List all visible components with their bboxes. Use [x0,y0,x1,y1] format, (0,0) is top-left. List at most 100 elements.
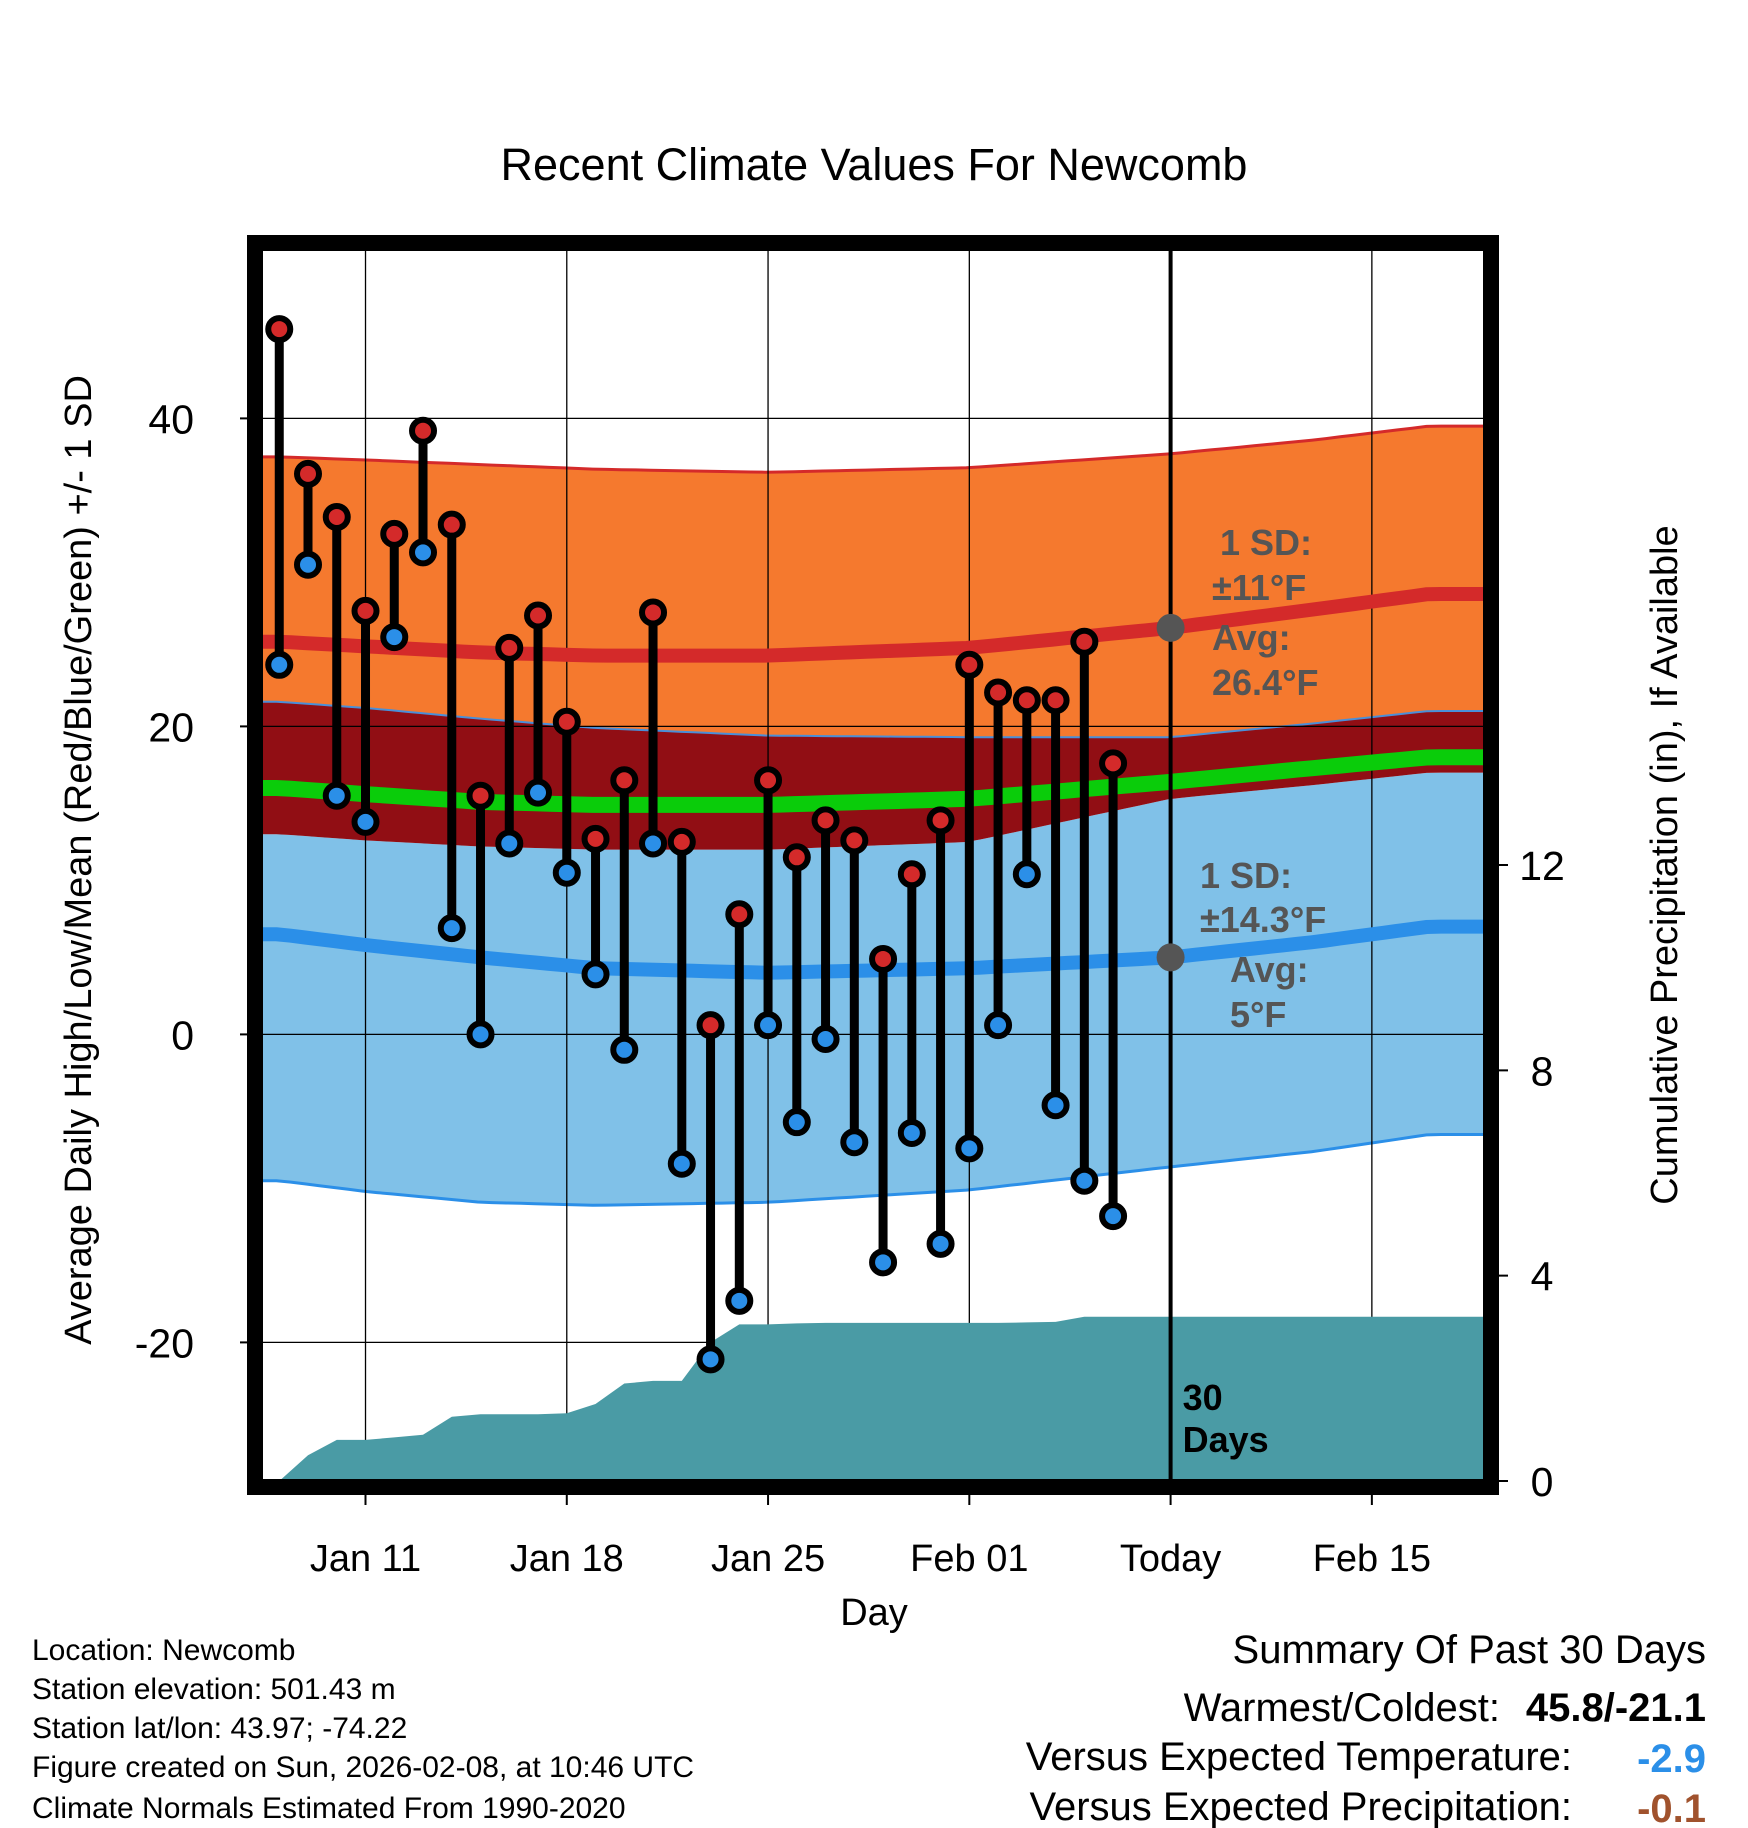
low-point [667,1149,696,1178]
high-point [984,678,1013,707]
high-point [581,824,610,853]
high-avg-marker [1156,613,1185,642]
x-tick-label: Jan 18 [510,1538,624,1580]
x-tick-label: Today [1120,1538,1221,1580]
mean-normal-line [262,749,1484,813]
high-avg-label: Avg: [1212,617,1291,658]
x-tick-label: Jan 25 [711,1538,825,1580]
high-point [897,860,926,889]
high-point [667,827,696,856]
low-point [265,650,294,679]
high-point [437,510,466,539]
low-point [1070,1166,1099,1195]
low-point [437,914,466,943]
low-avg-value: 5°F [1230,994,1286,1035]
high-point [869,944,898,973]
precip-area [279,1316,1484,1481]
high-sd-value: ±11°F [1212,567,1306,608]
low-point [869,1248,898,1277]
low-point [754,1011,783,1040]
high-point [1041,686,1070,715]
high-point [639,598,668,627]
high-point [1012,686,1041,715]
high-point [380,519,409,548]
high-point [351,596,380,625]
high-point [840,826,869,855]
low-point [725,1286,754,1315]
high-upper-line [262,424,1484,474]
high-point [782,843,811,872]
low-point [495,829,524,858]
high-normal-line [262,587,1484,663]
high-sd-label: 1 SD: [1220,522,1312,563]
high-avg-value: 26.4°F [1212,662,1318,703]
summary-warmest-value: 45.8/-21.1 [1526,1686,1706,1730]
summary-temp-label: Versus Expected Temperature: [1026,1735,1572,1779]
high-point [265,315,294,344]
summary-warmest-label: Warmest/Coldest: [1184,1686,1500,1730]
footer-created: Figure created on Sun, 2026-02-08, at 10… [32,1751,694,1784]
high-point [926,806,955,835]
high-point [1070,627,1099,656]
low-avg-marker [1156,943,1185,972]
y-axis-label: Average Daily High/Low/Mean (Red/Blue/Gr… [58,375,100,1345]
low-point [581,960,610,989]
high-point [524,601,553,630]
low-point [639,829,668,858]
high-point [322,502,351,531]
low-point [1041,1091,1070,1120]
y-tick-label: -20 [135,1320,194,1366]
summary-title: Summary Of Past 30 Days [1233,1628,1706,1672]
low-point [1099,1202,1128,1231]
low-point [955,1134,984,1163]
low-point [897,1118,926,1147]
low-point [409,538,438,567]
high-point [552,707,581,736]
low-point [294,550,323,579]
low-point [926,1229,955,1258]
low-point [610,1035,639,1064]
high-point [409,416,438,445]
summary-precip-value: -0.1 [1637,1787,1706,1828]
high-point [725,900,754,929]
y-tick-label: 40 [148,396,194,442]
footer-elevation: Station elevation: 501.43 m [32,1673,396,1706]
low-avg-label: Avg: [1230,949,1309,990]
low-point [782,1108,811,1137]
low-point [466,1020,495,1049]
low-point [524,778,553,807]
summary-precip-label: Versus Expected Precipitation: [1029,1785,1572,1828]
footer-normals: Climate Normals Estimated From 1990-2020 [32,1792,626,1825]
footer-location: Location: Newcomb [32,1634,295,1667]
low-point [984,1011,1013,1040]
high-point [955,650,984,679]
y2-tick-label: 4 [1531,1254,1554,1300]
y2-tick-label: 0 [1531,1459,1554,1505]
high-point [495,633,524,662]
low-point [552,858,581,887]
high-point [294,459,323,488]
low-point [380,623,409,652]
low-point [351,807,380,836]
x-tick-label: Feb 15 [1313,1538,1431,1580]
period-label-number: 30 [1183,1377,1223,1418]
low-point [322,781,351,810]
low-normal-line [262,919,1484,980]
y2-tick-label: 8 [1531,1048,1554,1094]
high-point [610,766,639,795]
y-tick-label: 20 [148,704,194,750]
low-lower-line [262,1133,1484,1207]
high-point [811,806,840,835]
high-point [696,1011,725,1040]
low-sd-value: ±14.3°F [1200,899,1326,940]
low-point [696,1345,725,1374]
footer-latlon: Station lat/lon: 43.97; -74.22 [32,1712,407,1745]
high-point [754,766,783,795]
low-point [811,1025,840,1054]
high-point [466,781,495,810]
high-point [1099,749,1128,778]
y2-tick-label: 12 [1519,843,1565,889]
summary-temp-value: -2.9 [1637,1737,1706,1781]
low-point [840,1128,869,1157]
low-sd-label: 1 SD: [1200,855,1292,896]
